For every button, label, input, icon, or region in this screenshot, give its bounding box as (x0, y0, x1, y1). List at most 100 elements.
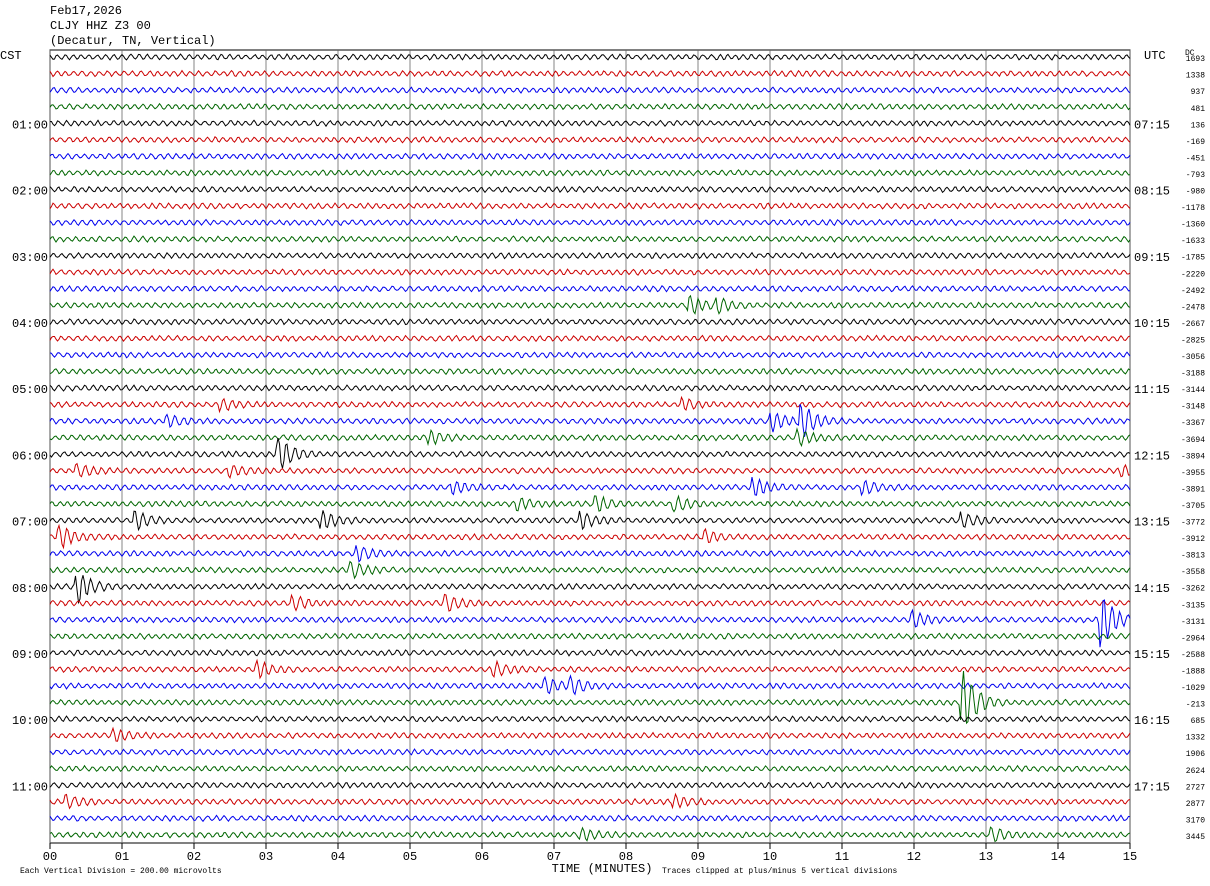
right-hour-label: 13:15 (1134, 516, 1170, 530)
dc-offset: -2478 (1181, 303, 1205, 312)
seismic-trace (49, 726, 1131, 742)
right-hour-label: 16:15 (1134, 714, 1170, 728)
dc-offset: 2727 (1186, 783, 1205, 792)
dc-offset: -1360 (1181, 221, 1205, 230)
footer-clip-note: Traces clipped at plus/minus 5 vertical … (662, 867, 897, 876)
x-tick-label: 00 (43, 850, 57, 864)
header-station: CLJY HHZ Z3 00 (50, 19, 151, 33)
x-tick-label: 09 (691, 850, 705, 864)
footer-scale: Each Vertical Division = 200.00 microvol… (20, 867, 222, 876)
dc-offset: -451 (1186, 154, 1205, 163)
left-hour-label: 04:00 (12, 317, 48, 331)
x-tick-label: 06 (475, 850, 489, 864)
right-hour-label: 12:15 (1134, 449, 1170, 463)
seismic-trace (49, 781, 1131, 790)
seismic-trace (49, 523, 1131, 550)
dc-offset: -3148 (1181, 403, 1205, 412)
left-hour-label: 05:00 (12, 383, 48, 397)
seismic-trace (49, 510, 1131, 532)
seismic-trace (49, 560, 1131, 580)
left-hour-label: 10:00 (12, 714, 48, 728)
seismic-trace (49, 658, 1131, 680)
dc-offset: -3813 (1181, 552, 1205, 561)
seismic-trace (49, 152, 1131, 161)
dc-offset: -169 (1186, 138, 1205, 147)
seismic-trace (49, 674, 1131, 696)
dc-offset: -980 (1186, 188, 1205, 197)
x-tick-label: 01 (115, 850, 129, 864)
dc-offset: -2588 (1181, 651, 1205, 660)
left-hour-label: 03:00 (12, 251, 48, 265)
dc-offset: -3367 (1181, 419, 1205, 428)
dc-offset: -2220 (1181, 270, 1205, 279)
x-tick-label: 15 (1123, 850, 1137, 864)
left-hour-label: 06:00 (12, 449, 48, 463)
x-tick-label: 13 (979, 850, 993, 864)
seismic-trace (49, 427, 1131, 448)
dc-offset: 1338 (1186, 72, 1205, 81)
seismic-trace (49, 826, 1131, 843)
seismic-trace (49, 648, 1131, 657)
seismic-trace (49, 53, 1131, 61)
dc-offset: -3891 (1181, 485, 1205, 494)
dc-offset: 1332 (1186, 734, 1205, 743)
dc-offset: 2624 (1186, 767, 1205, 776)
left-hour-label: 09:00 (12, 648, 48, 662)
header-location: (Decatur, TN, Vertical) (50, 34, 216, 48)
seismic-trace (49, 218, 1131, 227)
seismic-trace (49, 764, 1131, 773)
seismic-trace (49, 462, 1131, 480)
dc-offset: -2667 (1181, 320, 1205, 329)
seismic-trace (49, 334, 1131, 343)
dc-offset: 3445 (1186, 833, 1205, 842)
left-hour-label: 01:00 (12, 118, 48, 132)
dc-offset: -3705 (1181, 502, 1205, 511)
header-date: Feb17,2026 (50, 4, 122, 18)
x-tick-label: 02 (187, 850, 201, 864)
dc-offset: -1029 (1181, 684, 1205, 693)
dc-offset: -3262 (1181, 585, 1205, 594)
seismic-trace (49, 367, 1131, 376)
x-tick-label: 11 (835, 850, 849, 864)
left-hour-label: 02:00 (12, 185, 48, 199)
dc-header: DC (1185, 49, 1195, 58)
dc-offset: -3694 (1181, 436, 1205, 445)
seismic-trace (49, 575, 1131, 605)
x-tick-label: 07 (547, 850, 561, 864)
seismic-trace (49, 384, 1131, 392)
dc-offset: -1178 (1181, 204, 1205, 213)
x-tick-label: 10 (763, 850, 777, 864)
right-axis-title: UTC (1144, 49, 1166, 63)
dc-offset: -3056 (1181, 353, 1205, 362)
seismic-trace (49, 102, 1131, 111)
dc-offset: -1888 (1181, 667, 1205, 676)
dc-offset: -1785 (1181, 254, 1205, 263)
right-hour-label: 08:15 (1134, 185, 1170, 199)
x-axis-title: TIME (MINUTES) (552, 862, 653, 876)
dc-offset: -2492 (1181, 287, 1205, 296)
dc-offset: -2964 (1181, 634, 1205, 643)
dc-offset: -3912 (1181, 535, 1205, 544)
right-hour-label: 09:15 (1134, 251, 1170, 265)
dc-offset: -2825 (1181, 336, 1205, 345)
seismic-trace (49, 86, 1131, 94)
dc-offset: -793 (1186, 171, 1205, 180)
x-tick-label: 05 (403, 850, 417, 864)
seismic-trace (49, 185, 1131, 194)
left-hour-label: 11:00 (12, 780, 48, 794)
right-hour-label: 10:15 (1134, 317, 1170, 331)
seismic-trace (49, 251, 1131, 260)
seismic-trace (49, 670, 1131, 725)
dc-offset: 2877 (1186, 800, 1205, 809)
seismic-trace (49, 395, 1131, 414)
x-tick-label: 12 (907, 850, 921, 864)
x-tick-label: 04 (331, 850, 345, 864)
seismic-trace (49, 494, 1131, 513)
seismic-trace (49, 814, 1131, 823)
seismic-trace (49, 119, 1131, 128)
right-hour-label: 07:15 (1134, 118, 1170, 132)
dc-offset: 3170 (1186, 816, 1205, 825)
x-tick-label: 14 (1051, 850, 1065, 864)
dc-offset: -213 (1186, 701, 1205, 710)
